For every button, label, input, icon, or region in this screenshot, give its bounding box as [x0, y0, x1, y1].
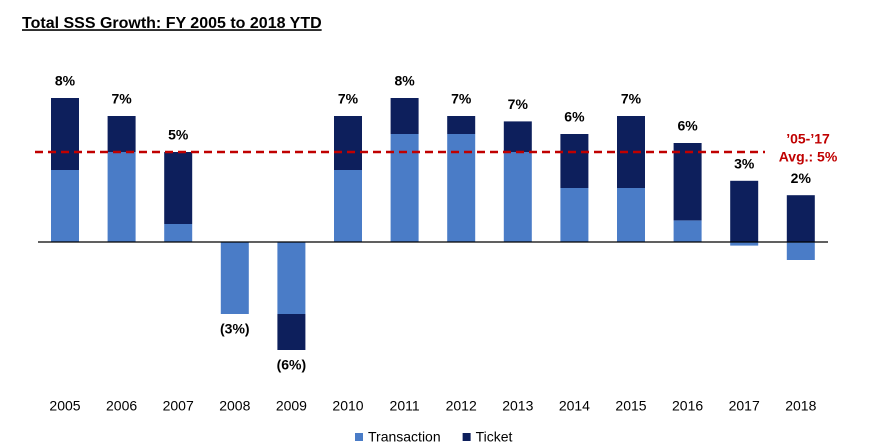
- bar-segment: [220, 242, 249, 314]
- bar-segment: [447, 134, 476, 242]
- value-label: 6%: [564, 109, 585, 125]
- x-tick-label: 2018: [785, 398, 816, 414]
- x-tick-label: 2014: [559, 398, 590, 414]
- value-label: 7%: [451, 91, 472, 107]
- legend-label: Ticket: [476, 429, 513, 445]
- legend-swatch: [355, 433, 363, 441]
- bar-segment: [334, 170, 362, 242]
- value-label: (3%): [220, 321, 250, 337]
- bar-segment: [673, 143, 702, 221]
- bar-segment: [107, 116, 136, 152]
- bar-segment: [730, 242, 759, 246]
- value-label: 2%: [791, 170, 812, 186]
- chart-title: Total SSS Growth: FY 2005 to 2018 YTD: [22, 15, 322, 32]
- value-label: 7%: [338, 91, 359, 107]
- average-label: ’05-’17: [786, 131, 830, 147]
- bar-segment: [560, 134, 589, 188]
- x-tick-label: 2005: [49, 398, 80, 414]
- value-label: 8%: [55, 73, 76, 89]
- average-label: Avg.: 5%: [779, 149, 838, 165]
- x-tick-label: 2017: [729, 398, 760, 414]
- value-label: 6%: [677, 118, 698, 134]
- bar-segment: [390, 98, 419, 134]
- x-tick-label: 2006: [106, 398, 137, 414]
- bar-segment: [786, 242, 815, 260]
- bar-segment: [503, 152, 532, 242]
- bar-segment: [730, 180, 759, 242]
- value-label: 7%: [508, 96, 529, 112]
- bar-segment: [51, 170, 79, 242]
- x-tick-label: 2016: [672, 398, 703, 414]
- bar-segment: [503, 121, 532, 152]
- bar-segment: [673, 220, 702, 242]
- value-label: 8%: [394, 73, 415, 89]
- bar-segment: [107, 152, 136, 242]
- bar-segment: [447, 116, 476, 134]
- bar-segment: [277, 314, 306, 350]
- x-tick-label: 2012: [446, 398, 477, 414]
- x-tick-label: 2013: [502, 398, 533, 414]
- value-label: 7%: [111, 91, 132, 107]
- bar-segment: [164, 224, 193, 242]
- value-label: 7%: [621, 91, 642, 107]
- bar-segment: [334, 116, 362, 170]
- x-tick-label: 2011: [390, 398, 420, 414]
- legend-swatch: [462, 433, 471, 441]
- value-label: 5%: [168, 127, 189, 143]
- bar-segment: [51, 98, 79, 170]
- x-tick-label: 2009: [276, 398, 307, 414]
- bar-segment: [164, 152, 193, 224]
- x-tick-label: 2010: [332, 398, 363, 414]
- value-label: (6%): [277, 357, 307, 373]
- x-tick-label: 2008: [219, 398, 250, 414]
- value-label: 3%: [734, 156, 755, 172]
- bar-segment: [617, 188, 645, 242]
- bar-segment: [560, 188, 589, 242]
- x-tick-label: 2015: [615, 398, 646, 414]
- bar-segment: [277, 242, 306, 314]
- bar-segment: [786, 195, 815, 242]
- bar-segment: [390, 134, 419, 242]
- x-tick-label: 2007: [163, 398, 194, 414]
- legend-label: Transaction: [368, 429, 441, 445]
